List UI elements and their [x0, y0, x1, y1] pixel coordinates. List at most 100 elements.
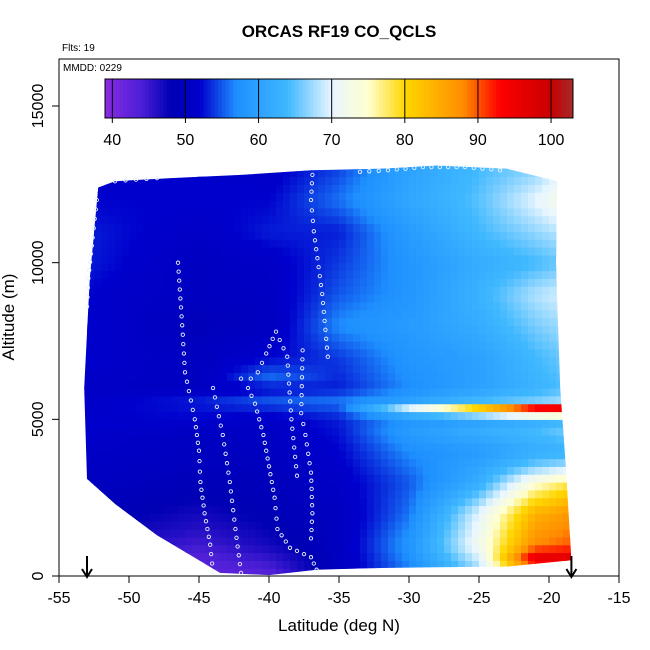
- heatmap-cell: [395, 239, 403, 248]
- heatmap-cell: [276, 278, 284, 287]
- heatmap-cell: [486, 450, 494, 460]
- track-point: [180, 323, 185, 328]
- heatmap-cell: [409, 403, 417, 413]
- heatmap-cell: [451, 278, 459, 287]
- heatmap-cell: [388, 544, 396, 554]
- heatmap-cell: [360, 278, 368, 287]
- track-point: [133, 177, 139, 182]
- colorbar-segment: [170, 79, 175, 118]
- heatmap-cell: [549, 341, 557, 350]
- heatmap-cell: [472, 254, 480, 264]
- heatmap-cell: [346, 419, 354, 428]
- heatmap-cell: [178, 223, 186, 232]
- heatmap-cell: [542, 254, 550, 264]
- heatmap-cell: [381, 231, 389, 240]
- heatmap-cell: [535, 466, 543, 475]
- heatmap-cell: [101, 301, 109, 311]
- heatmap-cell: [528, 521, 536, 530]
- heatmap-cell: [346, 466, 354, 475]
- heatmap-cell: [388, 380, 396, 389]
- heatmap-cell: [556, 192, 564, 201]
- heatmap-cell: [171, 286, 179, 295]
- track-point: [181, 351, 187, 356]
- heatmap-cell: [409, 380, 417, 389]
- heatmap-cell: [381, 395, 389, 405]
- heatmap-cell: [304, 395, 312, 405]
- heatmap-cell: [479, 192, 487, 201]
- track-point: [224, 461, 230, 466]
- heatmap-cell: [528, 262, 536, 272]
- heatmap-cell: [157, 560, 165, 569]
- heatmap-cell: [430, 427, 438, 436]
- heatmap-cell: [430, 513, 438, 522]
- heatmap-cell: [521, 560, 529, 569]
- heatmap-cell: [549, 372, 557, 381]
- heatmap-cell: [437, 192, 445, 201]
- heatmap-cell: [444, 262, 452, 272]
- heatmap-cell: [290, 286, 298, 295]
- heatmap-cell: [486, 482, 494, 491]
- heatmap-cell: [171, 207, 179, 217]
- heatmap-cell: [507, 247, 515, 256]
- track-point: [178, 296, 183, 301]
- heatmap-cell: [402, 497, 410, 507]
- heatmap-cell: [395, 247, 403, 256]
- heatmap-cell: [472, 544, 480, 554]
- heatmap-cell: [234, 333, 242, 342]
- heatmap-cell: [549, 333, 557, 342]
- heatmap-cell: [164, 231, 172, 240]
- heatmap-cell: [143, 529, 151, 538]
- heatmap-cell: [374, 270, 382, 279]
- heatmap-cell: [381, 223, 389, 232]
- heatmap-cell: [346, 474, 354, 483]
- heatmap-cell: [388, 168, 396, 178]
- heatmap-cell: [507, 529, 515, 538]
- heatmap-cell: [493, 192, 501, 201]
- heatmap-cell: [332, 427, 340, 436]
- heatmap-cell: [150, 215, 158, 225]
- heatmap-cell: [395, 294, 403, 303]
- heatmap-cell: [451, 380, 459, 389]
- track-point: [192, 417, 197, 422]
- heatmap-cell: [437, 466, 445, 475]
- heatmap-cell: [115, 497, 123, 507]
- heatmap-cell: [115, 215, 123, 225]
- heatmap-cell: [353, 529, 361, 538]
- colorbar-tick-label: 100: [538, 132, 565, 149]
- heatmap-cell: [227, 262, 235, 272]
- heatmap-cell: [101, 560, 109, 569]
- heatmap-cell: [101, 411, 109, 420]
- track-point: [85, 285, 91, 290]
- heatmap-cell: [164, 200, 172, 209]
- heatmap-cell: [423, 254, 431, 264]
- heatmap-cell: [248, 560, 256, 569]
- heatmap-cell: [451, 560, 459, 569]
- heatmap-cell: [388, 231, 396, 240]
- heatmap-cell: [241, 270, 249, 279]
- colorbar-segment: [342, 79, 347, 118]
- colorbar-segment: [328, 79, 333, 118]
- heatmap-cell: [150, 278, 158, 287]
- heatmap-cell: [206, 482, 214, 491]
- heatmap-cell: [255, 317, 263, 326]
- heatmap-cell: [192, 435, 200, 444]
- heatmap-cell: [185, 513, 193, 522]
- heatmap-cell: [297, 200, 305, 209]
- track-point: [188, 398, 194, 403]
- heatmap-cell: [283, 403, 291, 413]
- heatmap-cell: [507, 536, 515, 546]
- heatmap-cell: [472, 403, 480, 413]
- heatmap-cell: [514, 560, 522, 569]
- heatmap-cell: [360, 325, 368, 334]
- heatmap-cell: [500, 442, 508, 452]
- heatmap-cell: [542, 168, 550, 178]
- heatmap-cell: [346, 153, 354, 161]
- heatmap-cell: [227, 301, 235, 311]
- heatmap-cell: [507, 411, 515, 420]
- heatmap-cell: [374, 317, 382, 326]
- heatmap-cell: [178, 529, 186, 538]
- track-point: [176, 269, 181, 274]
- heatmap-cell: [297, 153, 305, 161]
- track-point: [294, 473, 300, 478]
- heatmap-cell: [185, 247, 193, 256]
